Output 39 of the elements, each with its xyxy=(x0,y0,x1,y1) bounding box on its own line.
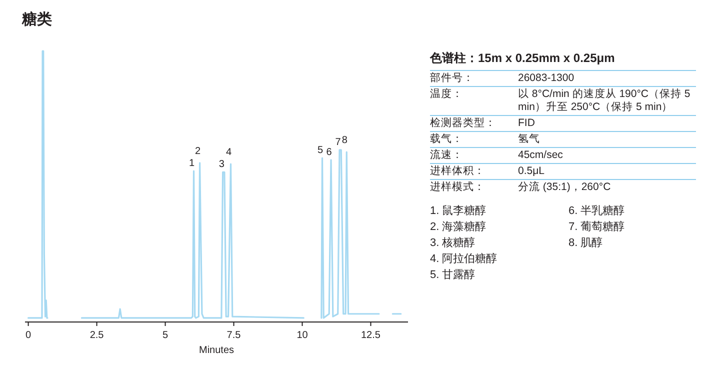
text: 1. 鼠李糖醇 xyxy=(430,204,488,219)
annotation: 2 xyxy=(195,146,202,157)
x-axis-title: Minutes xyxy=(198,345,234,356)
text: 5. 甘露醇 xyxy=(430,268,476,283)
text: 6. 半乳糖醇 xyxy=(568,204,626,219)
text: 0.5μL xyxy=(518,164,696,180)
text: 进样体积： xyxy=(430,164,518,180)
annotation: 8 xyxy=(342,135,348,146)
annotation: 4 xyxy=(226,147,232,158)
text: 45cm/sec xyxy=(518,148,696,164)
text: FID xyxy=(518,116,696,132)
x-tick-label: 7.5 xyxy=(226,330,242,341)
x-tick-label: 2.5 xyxy=(90,330,104,341)
text: 氢气 xyxy=(518,132,696,148)
text: 4. 阿拉伯糖醇 xyxy=(430,252,498,267)
text: 3. 核糖醇 xyxy=(430,236,476,251)
x-tick-label: 5 xyxy=(162,330,168,341)
chart-title: 糖类 xyxy=(22,10,52,29)
annotation: 6 xyxy=(326,146,332,158)
text: 7. 葡萄糖醇 xyxy=(568,220,626,235)
x-tick-label: 0 xyxy=(26,330,32,341)
x-tick-label: 10 xyxy=(296,330,308,341)
text: 进样模式： xyxy=(430,180,518,195)
annotation: 5 xyxy=(317,145,324,156)
text: 流速： xyxy=(430,148,518,164)
text: 部件号： xyxy=(430,70,518,86)
text: 分流 (35:1)，260°C xyxy=(518,180,696,195)
text: 色谱柱：15m x 0.25mm x 0.25μm xyxy=(430,50,616,67)
text: 检测器类型： xyxy=(430,116,518,132)
text: 温度： xyxy=(430,86,518,116)
text: 26083-1300 xyxy=(518,70,696,86)
text: 2. 海藻糖醇 xyxy=(430,220,488,235)
annotation: 3 xyxy=(218,159,225,170)
text: 以 8°C/min 的速度从 190°C（保持 5 min）升至 250°C（保持 5 min） xyxy=(518,86,696,116)
x-tick-label: 12.5 xyxy=(361,330,381,341)
annotation: 7 xyxy=(335,136,342,148)
text: 8. 肌醇 xyxy=(568,236,604,251)
annotation: 1 xyxy=(188,158,195,170)
text: 载气： xyxy=(430,132,518,148)
